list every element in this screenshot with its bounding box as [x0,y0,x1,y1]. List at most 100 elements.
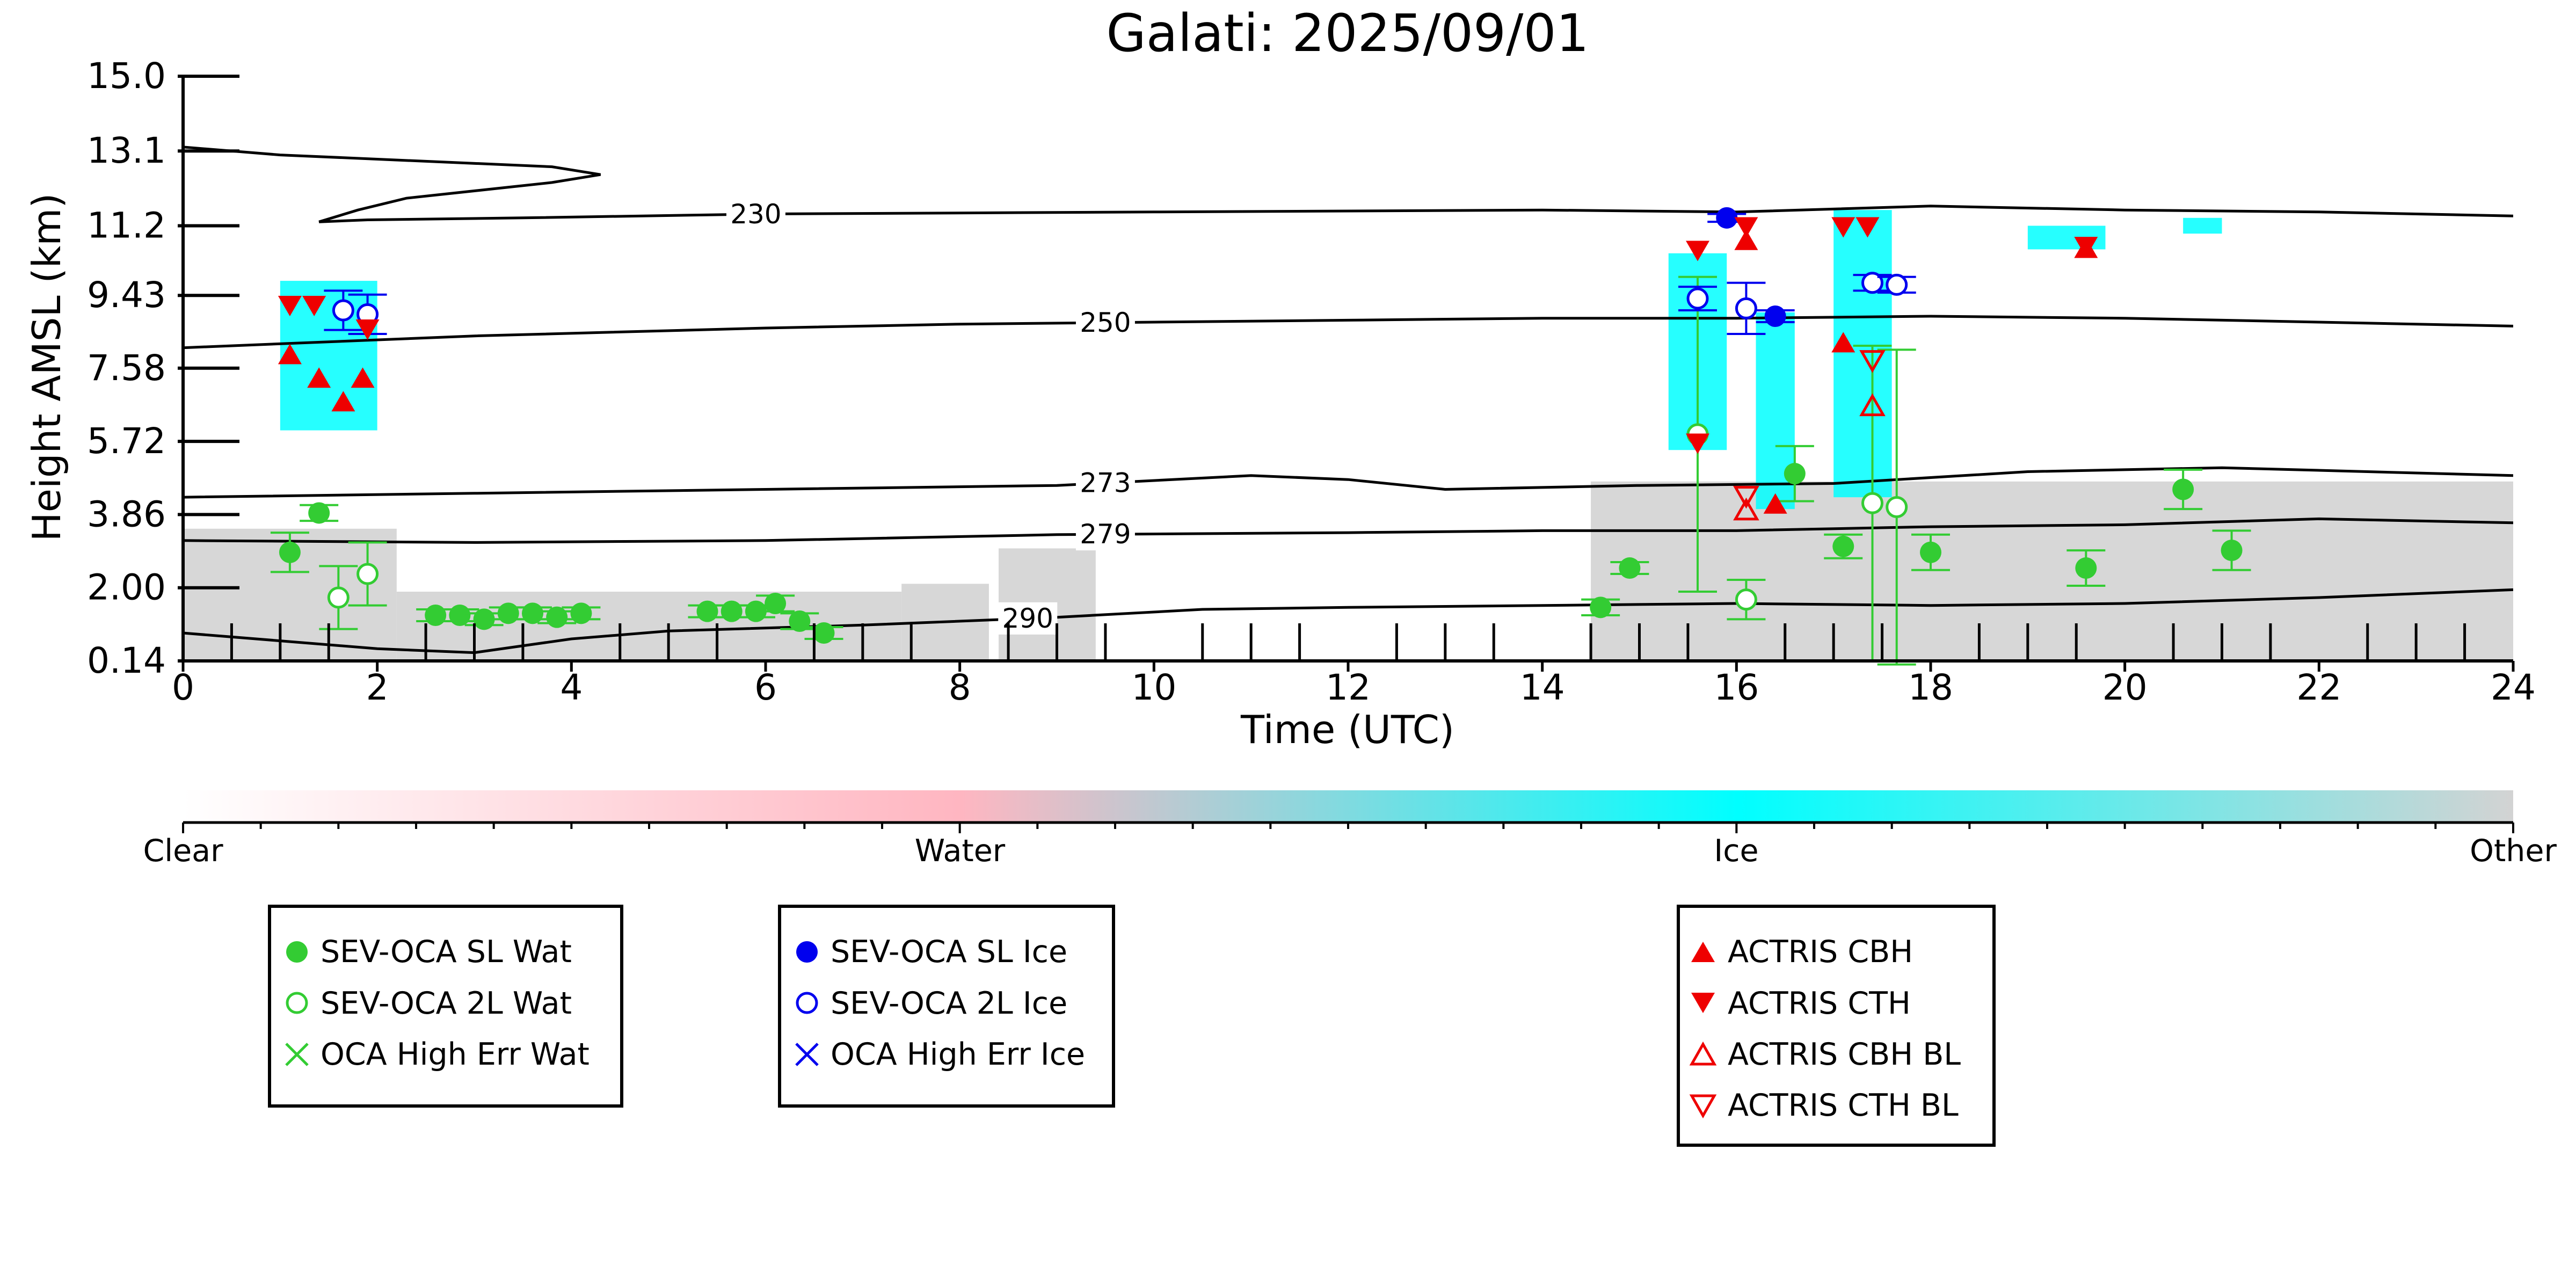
y-tick-label: 11.2 [87,205,166,246]
actris-cth-point [302,296,326,317]
legend-label-sev-oca-2l-wat: SEV-OCA 2L Wat [321,986,572,1021]
sev-oca-sl-wat-point [2221,540,2243,562]
sev-oca-sl-wat-point [2075,557,2097,579]
legend-label-actris-cbh-bl: ACTRIS CBH BL [1728,1037,1961,1072]
contour-label: 279 [1080,519,1131,550]
y-tick-label: 13.1 [87,130,166,171]
plot-axes: 0 2 4 6 8 10 12 14 16 18 20 22 24 0.142.003.865.727.… [87,55,2536,708]
legend-label-actris-cth: ACTRIS CTH [1728,986,1911,1021]
actris-cbh-bl-point [1859,393,1886,417]
actris-cth-point [1734,217,1758,238]
sev-oca-2l-wat-point [327,586,350,609]
sev-oca-sl-wat-point [1784,463,1806,485]
actris-cth-bl-point [1859,350,1886,373]
sev-oca-sl-wat-point [789,610,811,632]
legend-label-actris-cth-bl: ACTRIS CTH BL [1728,1088,1959,1123]
legend-actris: ACTRIS CBH ACTRIS CTH ACTRIS CBH BL ACTR… [1677,905,1996,1147]
sev-oca-sl-wat-point [473,608,495,630]
sev-oca-2l-ice-point [332,299,354,322]
triangle-down-open-red-icon [1689,1094,1717,1119]
x-tick-label: 16 [1714,667,1759,708]
x-tick-label: 0 [172,667,194,708]
temperature-contour-line [183,145,2513,223]
contour-label-background [1075,467,1135,499]
filled-circle-blue-icon [796,941,818,963]
sev-oca-2l-ice-point [1861,272,1883,294]
contour-label: 273 [1080,468,1131,499]
sev-oca-sl-wat-point [308,502,330,524]
x-tick-label: 6 [754,667,777,708]
colorbar-label-other: Other [2470,833,2557,869]
sev-oca-2l-ice-point [1686,287,1709,310]
sev-oca-sl-wat-point [497,602,519,624]
actris-cbh-point [307,367,331,388]
x-axis-label: Time (UTC) [1240,707,1454,752]
colorbar-ticks [182,823,2514,833]
x-tick-label: 22 [2296,667,2341,708]
actris-cth-point [1831,217,1855,238]
classification-colorbar: Clear Water Ice Other [143,790,2557,869]
actris-cth-point [355,319,380,340]
legend-label-oca-high-err-wat: OCA High Err Wat [321,1037,590,1072]
sev-oca-sl-wat-point [721,600,743,622]
actris-cth-point [1855,217,1880,238]
sev-oca-sl-wat-point [1832,535,1854,557]
chart-title: Galati: 2025/09/01 [1106,3,1589,63]
sev-oca-sl-wat-point [1920,541,1941,563]
x-tick-label: 18 [1908,667,1953,708]
sev-oca-sl-ice-point [1716,207,1738,229]
cloud-classification-background [183,210,2513,661]
temperature-contour-line [183,466,2513,499]
temperature-contours: 230 250 273 279 290 [183,145,2513,654]
x-tick-label: 20 [2102,667,2148,708]
x-tick-label: 8 [949,667,971,708]
colorbar-label-ice: Ice [1714,833,1758,869]
other-layer-region [1591,481,2513,661]
actris-cbh-point [1831,332,1855,353]
sev-oca-2l-wat-point [1886,496,1908,518]
actris-cth-point [2074,237,2098,258]
y-axis-label: Height AMSL (km) [24,193,69,542]
sev-oca-2l-wat-point [1861,492,1883,514]
actris-cbh-point [331,391,355,412]
temperature-contour-line [183,315,2513,350]
sev-oca-sl-wat-point [449,604,471,626]
legend-label-sev-oca-sl-wat: SEV-OCA SL Wat [321,934,572,970]
legend-water: SEV-OCA SL Wat SEV-OCA 2L Wat OCA High E… [268,905,623,1108]
actris-cbh-point [1734,229,1758,250]
open-circle-green-icon [286,992,308,1014]
actris-cth-point [1686,433,1709,454]
contour-label-background [1075,518,1135,551]
colorbar-label-water: Water [915,833,1006,869]
x-tick-label: 14 [1520,667,1565,708]
sev-oca-sl-wat-point [570,602,592,624]
ice-cloud-region [2183,217,2222,234]
actris-cbh-bl-point [1733,497,1759,521]
colorbar-label-clear: Clear [143,833,223,869]
sev-oca-2l-ice-point [1886,273,1908,296]
sev-oca-sl-ice-point [1764,305,1786,328]
triangle-up-filled-red-icon [1691,942,1715,962]
sev-oca-sl-wat-point [1590,596,1612,618]
y-tick-label: 7.58 [87,347,166,389]
actris-cth-bl-point [1733,485,1759,509]
x-blue-icon [795,1043,819,1066]
data-marks [270,207,2251,666]
y-tick-label: 15.0 [87,55,166,97]
contour-label: 290 [1002,603,1053,634]
contour-label: 230 [730,199,781,230]
y-tick-label: 0.14 [87,640,166,681]
actris-cth-point [278,296,302,317]
actris-cbh-point [1763,493,1787,514]
y-tick-label: 2.00 [87,567,166,608]
sev-oca-sl-wat-point [1619,557,1641,579]
y-tick-label: 9.43 [87,274,166,316]
contour-label: 250 [1080,307,1131,338]
contour-label-background [1075,306,1135,339]
legend-actris-box [1677,905,1996,1147]
sev-oca-2l-ice-point [1735,297,1757,319]
open-circle-blue-icon [796,992,818,1014]
legend-ice-box [778,905,1115,1108]
x-tick-label: 24 [2491,667,2536,708]
